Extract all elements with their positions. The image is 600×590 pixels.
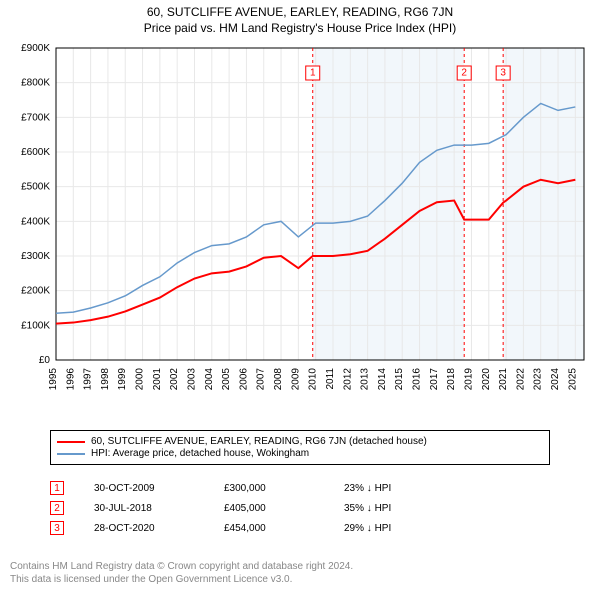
svg-text:2007: 2007	[256, 368, 267, 391]
svg-text:2012: 2012	[342, 368, 353, 391]
svg-text:2003: 2003	[186, 368, 197, 391]
svg-text:£500K: £500K	[21, 182, 50, 193]
svg-text:£400K: £400K	[21, 216, 50, 227]
footer-line2: This data is licensed under the Open Gov…	[10, 573, 353, 586]
legend-box: 60, SUTCLIFFE AVENUE, EARLEY, READING, R…	[50, 430, 550, 465]
svg-text:£900K: £900K	[21, 43, 50, 54]
events-table: 1 30-OCT-2009 £300,000 23% ↓ HPI 2 30-JUL-201…	[50, 475, 550, 541]
svg-text:2009: 2009	[290, 368, 301, 391]
svg-text:1996: 1996	[65, 368, 76, 391]
legend-label-2: HPI: Average price, detached house, Woki…	[91, 448, 309, 459]
svg-text:2024: 2024	[550, 368, 561, 391]
title-block: 60, SUTCLIFFE AVENUE, EARLEY, READING, R…	[0, 0, 600, 35]
svg-text:£100K: £100K	[21, 320, 50, 331]
event-marker: 1	[50, 481, 64, 495]
svg-text:1995: 1995	[48, 368, 59, 391]
legend-swatch-red	[57, 441, 85, 443]
event-diff: 35% ↓ HPI	[344, 503, 444, 514]
svg-text:2017: 2017	[429, 368, 440, 391]
event-row: 3 28-OCT-2020 £454,000 29% ↓ HPI	[50, 521, 550, 535]
svg-text:2013: 2013	[360, 368, 371, 391]
legend-label-1: 60, SUTCLIFFE AVENUE, EARLEY, READING, R…	[91, 436, 427, 447]
svg-text:2016: 2016	[412, 368, 423, 391]
event-price: £454,000	[224, 523, 314, 534]
event-date: 30-JUL-2018	[94, 503, 194, 514]
event-marker: 2	[50, 501, 64, 515]
event-price: £405,000	[224, 503, 314, 514]
svg-text:1999: 1999	[117, 368, 128, 391]
svg-text:£200K: £200K	[21, 286, 50, 297]
svg-text:2020: 2020	[481, 368, 492, 391]
event-price: £300,000	[224, 483, 314, 494]
svg-text:2019: 2019	[463, 368, 474, 391]
svg-text:2018: 2018	[446, 368, 457, 391]
legend-row-2: HPI: Average price, detached house, Woki…	[57, 448, 543, 459]
svg-text:2004: 2004	[204, 368, 215, 391]
footer-attribution: Contains HM Land Registry data © Crown c…	[10, 560, 353, 586]
svg-text:£800K: £800K	[21, 78, 50, 89]
event-diff: 29% ↓ HPI	[344, 523, 444, 534]
chart-area: £0 £100K £200K £300K £400K £500K £600K £700K £80…	[8, 40, 592, 420]
svg-text:£600K: £600K	[21, 147, 50, 158]
footer-line1: Contains HM Land Registry data © Crown c…	[10, 560, 353, 573]
svg-text:2002: 2002	[169, 368, 180, 391]
svg-text:2005: 2005	[221, 368, 232, 391]
svg-text:1998: 1998	[100, 368, 111, 391]
svg-text:2010: 2010	[308, 368, 319, 391]
svg-text:2006: 2006	[238, 368, 249, 391]
svg-text:2: 2	[461, 68, 467, 79]
chart-svg: £0 £100K £200K £300K £400K £500K £600K £700K £80…	[8, 40, 592, 420]
event-date: 28-OCT-2020	[94, 523, 194, 534]
svg-text:£300K: £300K	[21, 251, 50, 262]
svg-text:2008: 2008	[273, 368, 284, 391]
svg-text:2014: 2014	[377, 368, 388, 391]
svg-text:2022: 2022	[515, 368, 526, 391]
svg-text:2001: 2001	[152, 368, 163, 391]
svg-text:2025: 2025	[567, 368, 578, 391]
title-subtitle: Price paid vs. HM Land Registry's House …	[0, 21, 600, 35]
legend-swatch-blue	[57, 453, 85, 455]
svg-text:2015: 2015	[394, 368, 405, 391]
event-row: 1 30-OCT-2009 £300,000 23% ↓ HPI	[50, 481, 550, 495]
legend-row-1: 60, SUTCLIFFE AVENUE, EARLEY, READING, R…	[57, 436, 543, 447]
svg-text:1997: 1997	[83, 368, 94, 391]
event-diff: 23% ↓ HPI	[344, 483, 444, 494]
svg-text:2021: 2021	[498, 368, 509, 391]
svg-text:2023: 2023	[533, 368, 544, 391]
svg-text:£700K: £700K	[21, 112, 50, 123]
svg-text:2000: 2000	[135, 368, 146, 391]
title-address: 60, SUTCLIFFE AVENUE, EARLEY, READING, R…	[0, 5, 600, 19]
svg-text:3: 3	[500, 68, 506, 79]
event-row: 2 30-JUL-2018 £405,000 35% ↓ HPI	[50, 501, 550, 515]
event-date: 30-OCT-2009	[94, 483, 194, 494]
svg-text:£0: £0	[39, 355, 51, 366]
svg-text:1: 1	[310, 68, 316, 79]
event-marker: 3	[50, 521, 64, 535]
svg-text:2011: 2011	[325, 368, 336, 390]
